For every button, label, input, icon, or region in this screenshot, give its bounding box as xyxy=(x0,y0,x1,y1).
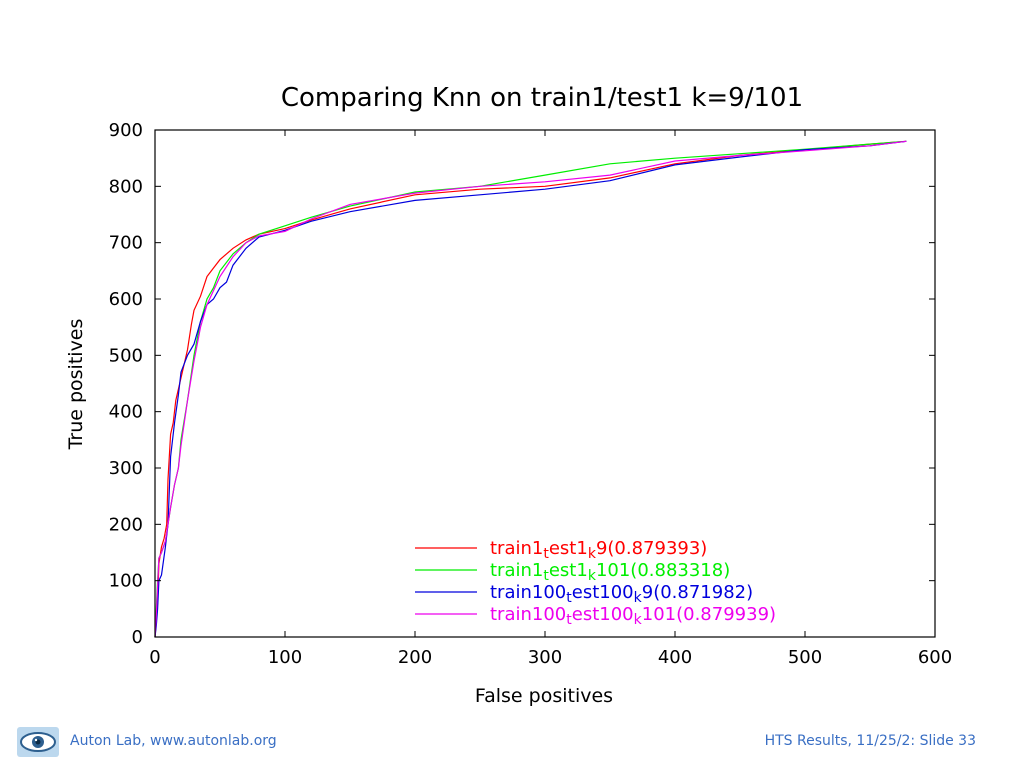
axes: 0 100 200 300 400 500 600 0 100 200 300 400 500 600 70… xyxy=(109,120,953,668)
legend-entry-3: train100test100k9(0.871982) xyxy=(490,582,753,606)
series-line-4 xyxy=(154,140,907,638)
y-tick-label: 0 xyxy=(132,627,143,648)
plot-area xyxy=(154,140,907,638)
legend-entry-1: train1test1k9(0.879393) xyxy=(490,538,707,562)
y-tick-label: 500 xyxy=(109,345,143,366)
y-tick-label: 800 xyxy=(109,176,143,197)
x-axis-label: False positives xyxy=(475,685,613,707)
eye-logo-icon xyxy=(17,727,59,757)
legend-entry-4: train100test100k101(0.879939) xyxy=(490,604,776,628)
footer-slide-info: HTS Results, 11/25/2: Slide 33 xyxy=(764,733,976,749)
y-tick-label: 600 xyxy=(109,289,143,310)
y-tick-label: 200 xyxy=(109,514,143,535)
x-tick-label: 400 xyxy=(658,647,692,668)
chart-title: Comparing Knn on train1/test1 k=9/101 xyxy=(281,83,803,113)
footer-lab-link[interactable]: Auton Lab, www.autonlab.org xyxy=(70,733,277,749)
y-tick-label: 100 xyxy=(109,571,143,592)
legend-entry-2: train1test1k101(0.883318) xyxy=(490,560,730,584)
roc-chart: Comparing Knn on train1/test1 k=9/101 0 1… xyxy=(65,83,953,707)
y-tick-label: 900 xyxy=(109,120,143,141)
x-tick-label: 100 xyxy=(268,647,302,668)
x-tick-label: 500 xyxy=(788,647,822,668)
y-tick-label: 700 xyxy=(109,233,143,254)
x-tick-label: 600 xyxy=(918,647,952,668)
y-tick-label: 400 xyxy=(109,402,143,423)
y-tick-label: 300 xyxy=(109,458,143,479)
legend: train1test1k9(0.879393)train1test1k101(0… xyxy=(415,538,776,628)
x-tick-label: 200 xyxy=(398,647,432,668)
series-line-1 xyxy=(154,140,907,638)
x-tick-label: 0 xyxy=(149,647,160,668)
x-tick-label: 300 xyxy=(528,647,562,668)
slide-footer: Auton Lab, www.autonlab.org HTS Results,… xyxy=(0,726,1024,758)
y-axis-label: True positives xyxy=(65,319,87,451)
